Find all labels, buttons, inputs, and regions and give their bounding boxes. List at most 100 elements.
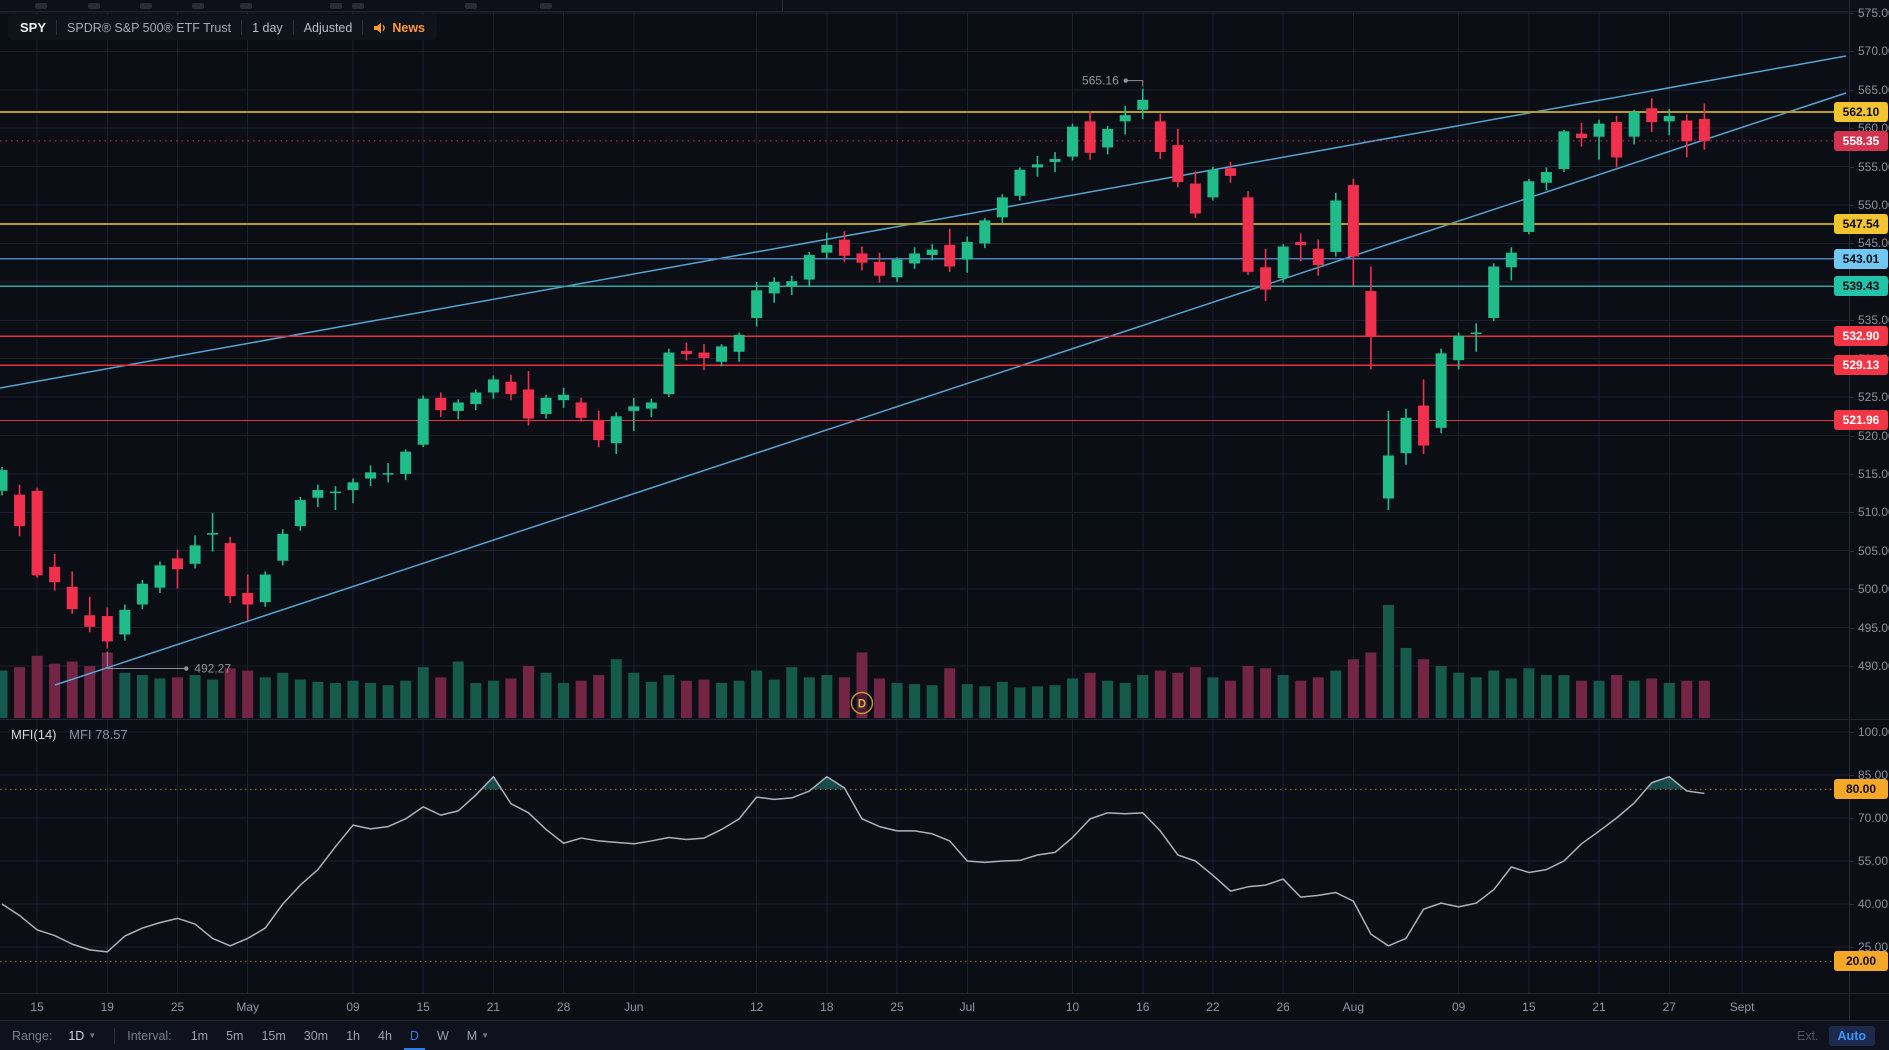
candle-body bbox=[979, 220, 991, 244]
price-level-badge[interactable]: 532.90 bbox=[1834, 326, 1888, 347]
candle-body bbox=[277, 533, 289, 561]
symbol-name[interactable]: SPDR® S&P 500® ETF Trust bbox=[57, 20, 243, 35]
volume-bar bbox=[452, 661, 464, 718]
candle-body bbox=[470, 392, 482, 405]
mfi-indicator-value: MFI 78.57 bbox=[69, 727, 128, 742]
candle-body bbox=[1382, 455, 1394, 499]
interval-button-1h[interactable]: 1h bbox=[340, 1022, 366, 1050]
toolbar-icon[interactable] bbox=[540, 3, 552, 9]
volume-bar bbox=[224, 668, 236, 718]
range-select[interactable]: 1D ▼ bbox=[62, 1029, 102, 1043]
volume-bar bbox=[312, 681, 324, 718]
time-tick-label: 16 bbox=[1136, 1000, 1150, 1014]
price-annotation[interactable]: 492.27 bbox=[106, 651, 231, 676]
time-axis[interactable]: 15 19 25 May 09 15 21 28 Jun 12 18 25 Jul 10 16 22 26 Aug… bbox=[0, 994, 1889, 1020]
candle-body bbox=[1646, 108, 1658, 123]
volume-bar bbox=[66, 661, 78, 718]
news-button-label: News bbox=[392, 20, 425, 35]
time-tick-label: 25 bbox=[890, 1000, 904, 1014]
interval-button-15m[interactable]: 15m bbox=[255, 1022, 291, 1050]
volume-bar bbox=[1488, 670, 1500, 718]
candle-body bbox=[1523, 181, 1535, 232]
time-tick-label: 21 bbox=[486, 1000, 501, 1014]
last-price-badge[interactable]: 558.35 bbox=[1834, 130, 1888, 151]
toolbar-icon[interactable] bbox=[192, 3, 204, 9]
pane-separator[interactable] bbox=[0, 719, 1889, 720]
axis-tick bbox=[1850, 435, 1854, 437]
toolbar-icon[interactable] bbox=[240, 3, 252, 9]
adjusted-toggle[interactable]: Adjusted bbox=[294, 20, 364, 35]
candle-body bbox=[1049, 158, 1061, 163]
interval-button-1m[interactable]: 1m bbox=[185, 1022, 214, 1050]
trend-line[interactable] bbox=[54, 92, 1847, 686]
candle-body bbox=[1628, 112, 1640, 137]
volume-bar bbox=[84, 666, 96, 718]
interval-group: 1m 5m 15m 30m 1h 4h D W M ▼ bbox=[182, 1022, 498, 1050]
price-annotation[interactable]: 565.16 bbox=[1082, 74, 1144, 88]
mfi-lower-badge[interactable]: 20.00 bbox=[1834, 951, 1888, 972]
volume-bar bbox=[400, 680, 412, 718]
axis-tick-label: 515.00 bbox=[1858, 466, 1889, 481]
volume-bar bbox=[961, 684, 973, 718]
candle-body bbox=[31, 490, 43, 576]
symbol-toolbar: SPY SPDR® S&P 500® ETF Trust 1 day Adjus… bbox=[8, 15, 437, 40]
mfi-upper-badge[interactable]: 80.00 bbox=[1834, 779, 1888, 800]
price-level-badge[interactable]: 562.10 bbox=[1834, 102, 1888, 123]
toolbar-icon[interactable] bbox=[465, 3, 477, 9]
chart-plot-area[interactable]: 565.16 492.27 D bbox=[0, 0, 1849, 1020]
axis-tick-label: 505.00 bbox=[1858, 543, 1889, 558]
toolbar-icon[interactable] bbox=[352, 3, 364, 9]
volume-bar bbox=[663, 675, 675, 718]
time-axis-border bbox=[0, 993, 1889, 994]
time-tick-label: 18 bbox=[820, 1000, 834, 1014]
interval-button-label: W bbox=[436, 1028, 449, 1043]
volume-bar bbox=[1453, 672, 1465, 718]
candle-body bbox=[926, 249, 938, 255]
time-tick-label: 27 bbox=[1662, 1000, 1676, 1014]
axis-tick bbox=[1850, 51, 1854, 53]
volume-bar bbox=[540, 672, 552, 718]
price-level-badge[interactable]: 521.96 bbox=[1834, 410, 1888, 431]
volume-bar bbox=[101, 652, 113, 718]
price-level-badge[interactable]: 529.13 bbox=[1834, 355, 1888, 376]
candle-body bbox=[242, 592, 254, 605]
candle-body bbox=[1488, 266, 1500, 318]
timeframe-label[interactable]: 1 day bbox=[242, 20, 294, 35]
interval-button-30m[interactable]: 30m bbox=[298, 1022, 334, 1050]
volume-bar bbox=[259, 677, 271, 718]
candle-body bbox=[259, 574, 271, 603]
mfi-line[interactable] bbox=[1, 775, 1705, 953]
interval-button-5m[interactable]: 5m bbox=[220, 1022, 249, 1050]
toolbar-icon[interactable] bbox=[330, 3, 342, 9]
dividend-marker[interactable]: D bbox=[850, 691, 874, 715]
news-button[interactable]: News bbox=[363, 20, 435, 35]
volume-bar bbox=[803, 677, 815, 718]
extended-hours-toggle[interactable]: Ext. bbox=[1796, 1028, 1819, 1043]
candle-body bbox=[49, 566, 61, 583]
toolbar-icon[interactable] bbox=[35, 3, 47, 9]
symbol-label[interactable]: SPY bbox=[10, 20, 58, 35]
mfi-indicator-title[interactable]: MFI(14) bbox=[11, 727, 57, 742]
candle-body bbox=[575, 402, 587, 418]
volume-bar bbox=[558, 682, 570, 718]
volume-bar bbox=[1154, 670, 1166, 718]
toolbar-icon[interactable] bbox=[140, 3, 152, 9]
price-level-badge[interactable]: 539.43 bbox=[1834, 276, 1888, 297]
volume-bar bbox=[979, 686, 991, 718]
time-tick-label: Aug bbox=[1342, 1000, 1365, 1014]
mfi-indicator-header: MFI(14) MFI 78.57 bbox=[11, 727, 128, 742]
price-axis[interactable]: 575.00570.00565.00560.00555.00550.00545.… bbox=[1834, 0, 1889, 1020]
toolbar-icon[interactable] bbox=[88, 3, 100, 9]
price-level-badge[interactable]: 547.54 bbox=[1834, 213, 1888, 234]
candle-body bbox=[909, 253, 921, 264]
interval-button-W[interactable]: W bbox=[431, 1022, 455, 1050]
axis-tick bbox=[1850, 732, 1854, 733]
interval-button-D[interactable]: D bbox=[403, 1022, 425, 1050]
price-level-badge[interactable]: 543.01 bbox=[1834, 248, 1888, 269]
interval-button-M[interactable]: M ▼ bbox=[461, 1022, 495, 1050]
interval-button-4h[interactable]: 4h bbox=[372, 1022, 398, 1050]
volume-bar bbox=[1663, 682, 1675, 718]
auto-scale-toggle[interactable]: Auto bbox=[1828, 1025, 1875, 1046]
trend-line[interactable] bbox=[0, 55, 1847, 389]
